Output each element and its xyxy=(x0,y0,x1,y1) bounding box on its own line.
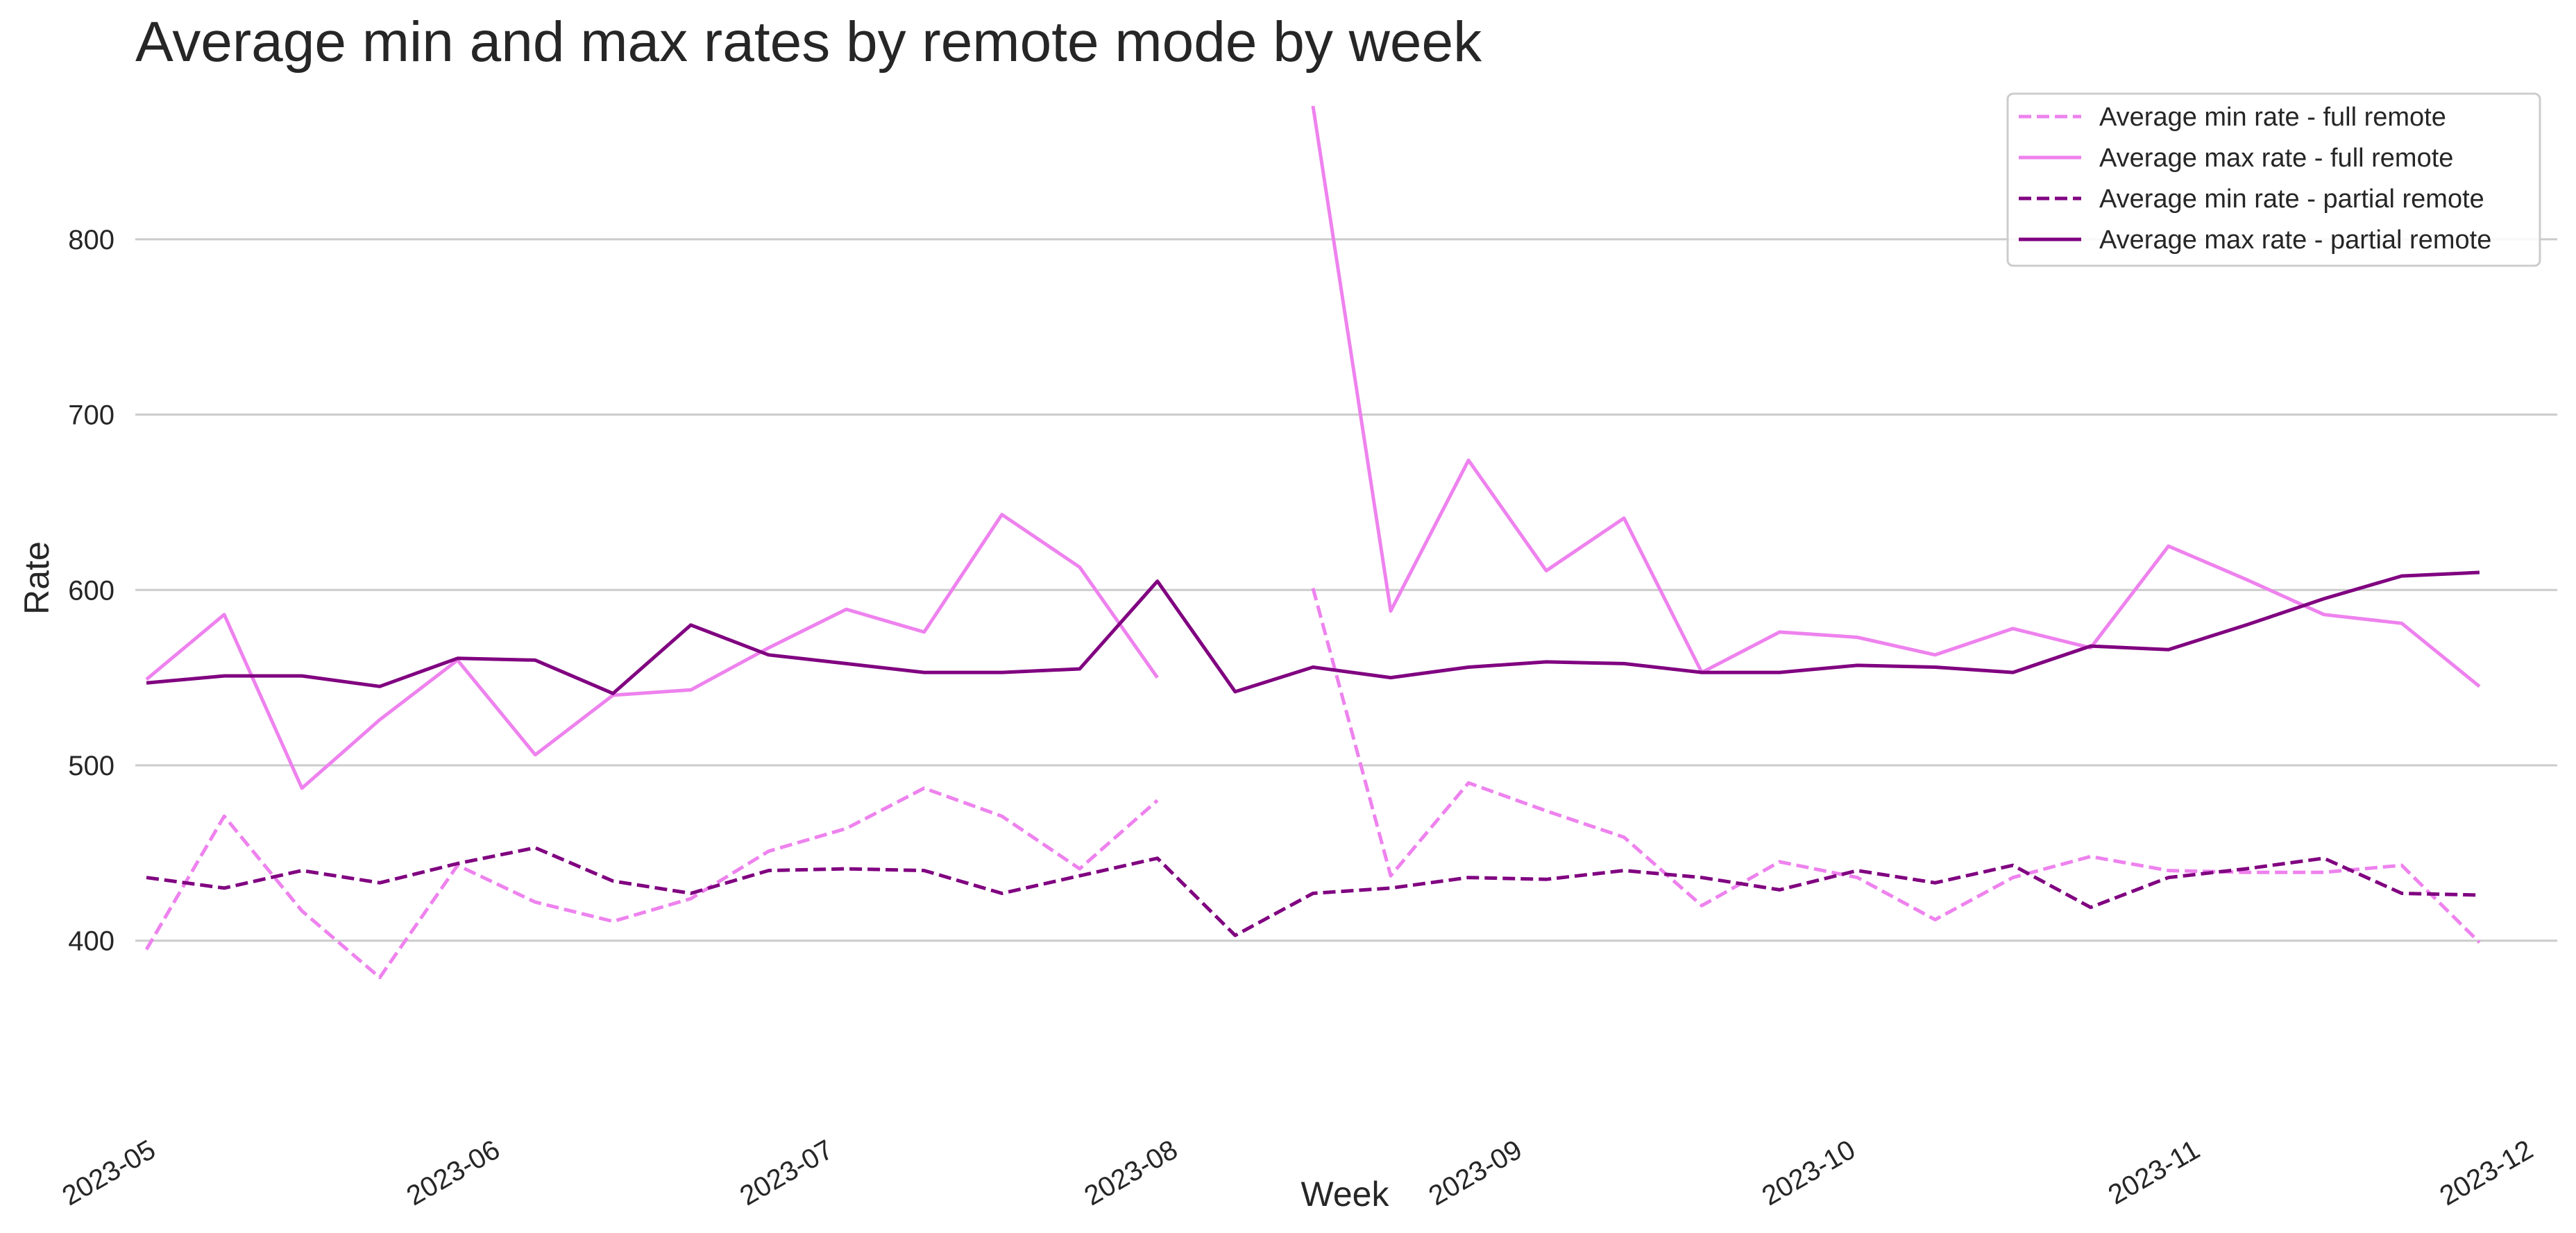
legend-entry: Average max rate - partial remote xyxy=(2099,226,2491,255)
grid-lines xyxy=(135,238,2557,942)
x-axis-label: Week xyxy=(1301,1175,1390,1214)
legend-entry: Average min rate - full remote xyxy=(2099,103,2446,132)
legend: Average min rate - full remote Average ma… xyxy=(2006,92,2541,267)
y-tick-label: 600 xyxy=(68,575,115,606)
x-tick-label: 2023-07 xyxy=(735,1134,838,1212)
x-tick-label: 2023-06 xyxy=(402,1134,505,1212)
y-tick-label: 700 xyxy=(68,400,115,431)
x-tick-label: 2023-05 xyxy=(57,1134,160,1212)
legend-box xyxy=(2006,92,2541,267)
y-tick-label: 800 xyxy=(68,225,115,255)
x-tick-label: 2023-09 xyxy=(1424,1134,1527,1212)
x-tick-labels: 2023-05 2023-06 2023-07 2023-08 2023-09 2023-… xyxy=(57,1134,2538,1212)
series-line-1 xyxy=(144,588,2481,980)
y-tick-label: 400 xyxy=(68,926,115,957)
chart-title: Average min and max rates by remote mode… xyxy=(135,10,1482,74)
x-tick-label: 2023-08 xyxy=(1079,1134,1183,1212)
x-tick-label: 2023-11 xyxy=(2103,1134,2205,1211)
y-tick-label: 500 xyxy=(68,751,115,781)
series-line-2 xyxy=(145,105,2481,790)
y-tick-labels: 400 500 600 700 800 xyxy=(68,225,115,957)
series-line-4 xyxy=(146,570,2480,695)
series-lines xyxy=(144,105,2481,980)
legend-entry: Average max rate - full remote xyxy=(2099,144,2453,173)
legend-entry: Average min rate - partial remote xyxy=(2099,185,2484,214)
x-tick-label: 2023-10 xyxy=(1757,1134,1861,1212)
series-line-3 xyxy=(146,846,2480,937)
y-axis-label: Rate xyxy=(17,541,56,615)
x-tick-label: 2023-12 xyxy=(2434,1134,2538,1212)
